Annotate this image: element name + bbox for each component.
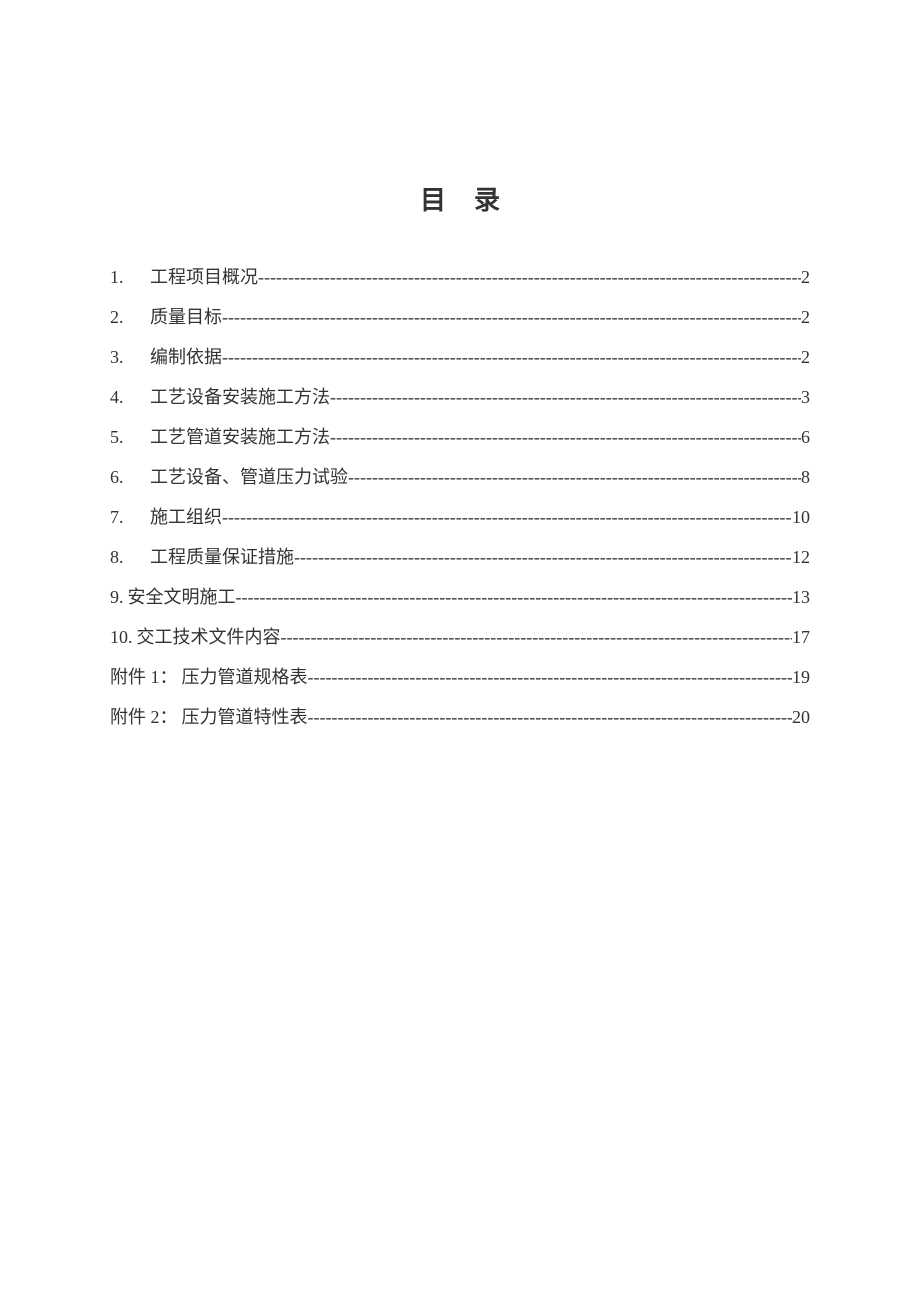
toc-item-page: 13 [792, 577, 810, 617]
toc-item-page: 2 [801, 297, 810, 337]
toc-item-number: 10. [110, 617, 137, 657]
toc-item-page: 3 [801, 377, 810, 417]
toc-item-leader [348, 457, 801, 497]
toc-item-number: 1. [110, 257, 150, 297]
toc-item-page: 17 [792, 617, 810, 657]
toc-item-label: 工艺设备、管道压力试验 [150, 457, 348, 497]
toc-item-label: 工艺管道安装施工方法 [150, 417, 330, 457]
toc-item-number: 8. [110, 537, 150, 577]
toc-item-leader [222, 337, 801, 377]
toc-item: 1.工程项目概况 2 [110, 257, 810, 297]
toc-item-label: 压力管道特性表 [182, 697, 308, 737]
toc-item: 附件 1：压力管道规格表 19 [110, 657, 810, 697]
toc-item-label: 编制依据 [150, 337, 222, 377]
toc-item-number: 6. [110, 457, 150, 497]
toc-item: 5.工艺管道安装施工方法 6 [110, 417, 810, 457]
toc-item-label: 工程项目概况 [150, 257, 258, 297]
toc-item-label: 压力管道规格表 [182, 657, 308, 697]
toc-item-number: 附件 1： [110, 657, 182, 697]
toc-item-number: 9. [110, 577, 128, 617]
toc-item-number: 4. [110, 377, 150, 417]
toc-item-page: 10 [792, 497, 810, 537]
toc-item-label: 施工组织 [150, 497, 222, 537]
toc-item: 7.施工组织 10 [110, 497, 810, 537]
toc-item-label: 工程质量保证措施 [150, 537, 294, 577]
toc-item-leader [236, 577, 793, 617]
toc-item: 3.编制依据 2 [110, 337, 810, 377]
toc-item: 10.交工技术文件内容 17 [110, 617, 810, 657]
toc-item-leader [222, 297, 801, 337]
toc-item: 4.工艺设备安装施工方法 3 [110, 377, 810, 417]
toc-item-leader [330, 417, 801, 457]
toc-item-number: 3. [110, 337, 150, 377]
toc-item-leader [258, 257, 801, 297]
toc-item-page: 20 [792, 697, 810, 737]
toc-item-leader [294, 537, 792, 577]
toc-item-leader [330, 377, 801, 417]
toc-item: 9.安全文明施工 13 [110, 577, 810, 617]
toc-item-leader [308, 697, 793, 737]
toc-item-page: 2 [801, 337, 810, 377]
toc-title: 目录 [110, 180, 810, 217]
toc-item-leader [222, 497, 792, 537]
toc-item-number: 5. [110, 417, 150, 457]
toc-item-page: 8 [801, 457, 810, 497]
toc-item: 8.工程质量保证措施 12 [110, 537, 810, 577]
toc-item-label: 安全文明施工 [128, 577, 236, 617]
toc-item-page: 19 [792, 657, 810, 697]
toc-item-page: 2 [801, 257, 810, 297]
toc-item-number: 2. [110, 297, 150, 337]
toc-list: 1.工程项目概况22.质量目标23.编制依据24.工艺设备安装施工方法35.工艺… [110, 257, 810, 737]
toc-item-leader [308, 657, 793, 697]
toc-item-leader [281, 617, 793, 657]
toc-item: 2.质量目标 2 [110, 297, 810, 337]
toc-item-number: 附件 2： [110, 697, 182, 737]
toc-item-label: 交工技术文件内容 [137, 617, 281, 657]
toc-item-page: 6 [801, 417, 810, 457]
toc-item-number: 7. [110, 497, 150, 537]
toc-item-label: 质量目标 [150, 297, 222, 337]
toc-item-page: 12 [792, 537, 810, 577]
toc-item: 附件 2：压力管道特性表 20 [110, 697, 810, 737]
toc-item-label: 工艺设备安装施工方法 [150, 377, 330, 417]
toc-item: 6.工艺设备、管道压力试验 8 [110, 457, 810, 497]
